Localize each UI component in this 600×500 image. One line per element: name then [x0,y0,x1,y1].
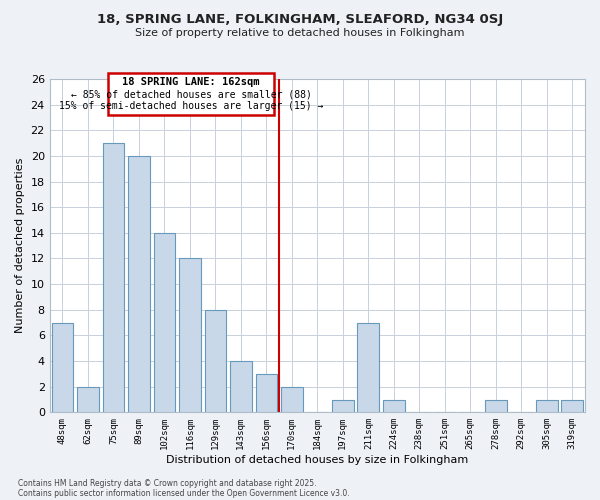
Bar [485,400,506,412]
Text: 18, SPRING LANE, FOLKINGHAM, SLEAFORD, NG34 0SJ: 18, SPRING LANE, FOLKINGHAM, SLEAFORD, N… [97,12,503,26]
X-axis label: Distribution of detached houses by size in Folkingham: Distribution of detached houses by size … [166,455,469,465]
Text: 15% of semi-detached houses are larger (15) →: 15% of semi-detached houses are larger (… [59,101,323,111]
Bar [77,386,99,412]
Bar [562,400,583,412]
Text: ← 85% of detached houses are smaller (88): ← 85% of detached houses are smaller (88… [71,90,311,100]
Bar [230,361,251,412]
Bar [383,400,404,412]
Bar [103,143,124,412]
Y-axis label: Number of detached properties: Number of detached properties [15,158,25,334]
Bar [128,156,150,412]
Bar [332,400,353,412]
Bar [205,310,226,412]
Text: 18 SPRING LANE: 162sqm: 18 SPRING LANE: 162sqm [122,77,260,87]
FancyBboxPatch shape [108,72,274,115]
Bar [281,386,302,412]
Bar [256,374,277,412]
Text: Contains HM Land Registry data © Crown copyright and database right 2025.: Contains HM Land Registry data © Crown c… [18,478,317,488]
Text: Contains public sector information licensed under the Open Government Licence v3: Contains public sector information licen… [18,488,350,498]
Bar [52,322,73,412]
Bar [536,400,557,412]
Bar [154,233,175,412]
Bar [179,258,201,412]
Bar [358,322,379,412]
Text: Size of property relative to detached houses in Folkingham: Size of property relative to detached ho… [135,28,465,38]
